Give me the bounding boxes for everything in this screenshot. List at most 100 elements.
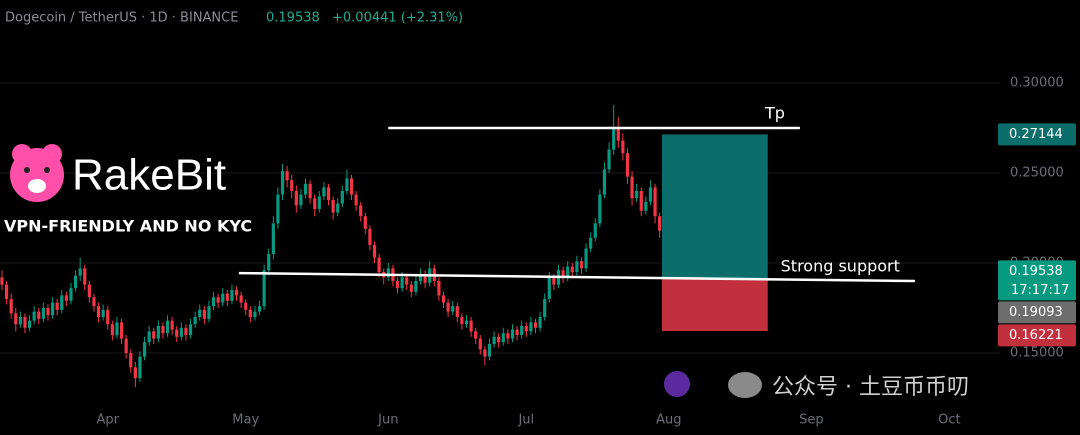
candle-body [23,317,27,328]
candle-body [621,140,625,154]
candle-body [115,322,119,335]
candle-body [437,281,441,296]
candle-body [262,270,266,307]
drawing-label: Tp [764,104,785,123]
candle-body [50,302,55,316]
candle-body [400,277,404,289]
price-label-box [998,123,1076,146]
candle-body [41,308,45,319]
logo-eye [44,167,50,173]
candle-body [110,324,114,335]
candle-body [520,326,524,335]
candle-body [455,306,459,317]
logo-name: RakeBit [72,151,226,200]
candle-body [193,317,197,325]
candle-body [579,261,584,269]
candle-body [156,326,160,339]
logo-tagline: VPN-FRIENDLY AND NO KYC [4,217,252,236]
candle-body [368,228,372,245]
stop-zone [661,279,768,332]
candle-body [506,333,510,339]
candle-body [161,326,165,334]
candle-body [478,338,482,350]
candle-body [271,223,275,254]
candle-body [4,284,9,299]
candle-body [602,169,607,195]
candle-body [101,309,105,317]
candle-body [501,333,505,343]
x-tick-label: May [232,413,259,428]
candle-body [354,194,358,206]
candle-body [405,277,409,285]
x-tick-label: Sep [799,413,824,428]
candle-body [409,284,413,292]
candle-body [524,326,528,332]
logo-eye [24,167,30,173]
header-price: 0.19538 [266,11,320,26]
logo-head [10,148,64,202]
candle-body [202,309,206,319]
drawing-label: Strong support [781,257,900,276]
candle-body [533,322,538,328]
candle-body [27,320,32,328]
candle-body [570,266,574,272]
watermark-text: 公众号 · 土豆币币叨 [772,375,969,400]
candle-body [446,302,450,312]
candle-body [515,329,519,335]
candle-body [635,191,639,199]
price-label-box [998,324,1076,347]
candle-body [138,356,142,379]
candle-body [248,309,252,317]
candle-body [106,309,110,325]
candle-body [188,324,193,335]
candle-body [317,196,321,209]
countdown-label: 17:17:17 [1011,283,1069,298]
candle-body [290,180,294,191]
candle-body [630,176,634,199]
price-label: 0.19538 [1009,264,1063,279]
candle-body [372,245,377,258]
candle-body [225,293,229,301]
target-zone [661,134,768,280]
candle-body [303,183,308,195]
candle-body [9,299,13,314]
candle-body [267,254,271,271]
wechat-icon [728,372,762,398]
candle-body [441,295,446,303]
candle-body [359,205,363,217]
candle-body [510,329,515,339]
candle-body [418,273,423,281]
candle-body [658,216,662,231]
candle-body [423,273,427,283]
candle-body [285,171,289,181]
candle-body [221,293,225,303]
y-tick-label: 0.15000 [1010,346,1064,361]
candle-body [230,290,234,301]
candle-body [64,295,68,301]
candle-body [529,322,533,332]
candle-body [244,302,248,310]
candle-body [331,200,335,213]
candle-body [395,281,400,289]
candle-body [377,257,381,272]
price-label-box [998,301,1076,324]
candle-body [253,311,257,317]
candle-body [294,191,298,206]
candle-body [625,153,630,177]
candle-body [487,344,492,357]
candle-body [322,187,326,197]
candle-body [124,338,128,353]
candle-body [561,270,565,278]
candle-body [593,223,597,238]
candle-body [179,327,183,337]
candle-body [14,313,18,325]
candle-body [363,216,367,229]
candle-body [543,299,547,317]
candle-body [170,320,174,330]
candle-body [653,187,657,217]
candle-body [386,268,390,278]
candle-body [340,191,344,204]
price-label: 0.27144 [1009,127,1063,142]
candle-body [644,201,648,211]
